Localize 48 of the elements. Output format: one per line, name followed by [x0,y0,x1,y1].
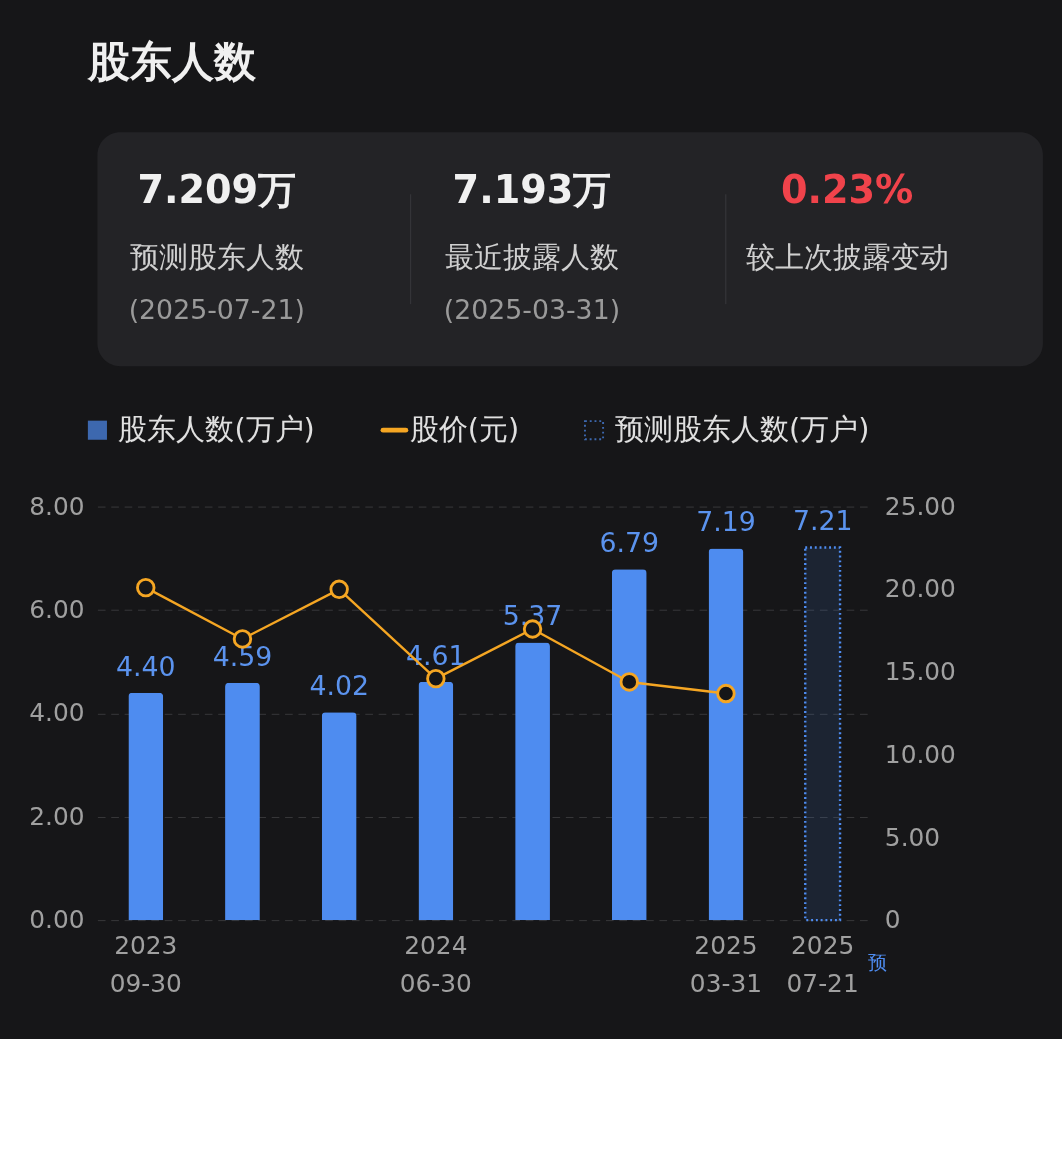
y-tick-label: 0.00 [29,905,85,935]
legend-label: 股东人数(万户) [118,411,315,446]
legend-label: 股价(元) [409,411,520,446]
y2-tick-label: 20.00 [884,574,956,604]
text: (2025-07-21) [128,294,305,326]
data-label: 4.40 [116,650,176,682]
text: (2025-03-31) [443,294,621,326]
point [136,577,156,598]
text: 较上次披露变动 [745,239,949,274]
data-label: 4.02 [309,670,369,702]
x-tick-label: 2025 07-21 [786,931,859,999]
text: 0.23% [780,167,914,212]
y2-tick-label: 25.00 [884,491,956,521]
data-label: 7.19 [696,506,756,538]
y2-tick-label: 15.00 [884,657,956,687]
text: 7.209万 [137,167,297,212]
text: 预 [868,950,888,974]
data-label: 7.21 [792,505,853,537]
y2-tick-label: 0 [884,905,901,935]
y-tick-label: 2.00 [29,801,85,831]
y-tick-label: 4.00 [29,698,85,728]
bar [804,546,842,922]
bar [515,642,550,921]
point [619,672,639,692]
text: 股东人数 [86,36,257,86]
y2-tick-label: 10.00 [884,739,956,769]
x-tick-label: 2024 06-30 [399,931,472,999]
bar [611,569,647,921]
y-tick-label: 6.00 [29,595,85,625]
point [716,683,736,704]
y2-tick-label: 5.00 [884,822,941,852]
bar [708,548,744,921]
data-label: 4.61 [406,639,466,671]
x-tick-label: 2025 03-31 [689,931,763,999]
x-tick-label: 2023 09-30 [109,931,182,999]
data-label: 4.59 [212,640,273,672]
text: 最近披露人数 [444,239,619,274]
bar [321,712,357,921]
y-tick-label: 8.00 [29,491,85,521]
data-label: 6.79 [599,526,660,558]
legend-label: 预测股东人数(万户) [615,411,870,446]
bar [418,681,454,921]
text: 7.193万 [452,167,612,212]
bar [225,682,260,921]
point [329,579,349,600]
bar [128,692,164,921]
point [426,668,446,689]
text: 预测股东人数 [129,239,304,274]
